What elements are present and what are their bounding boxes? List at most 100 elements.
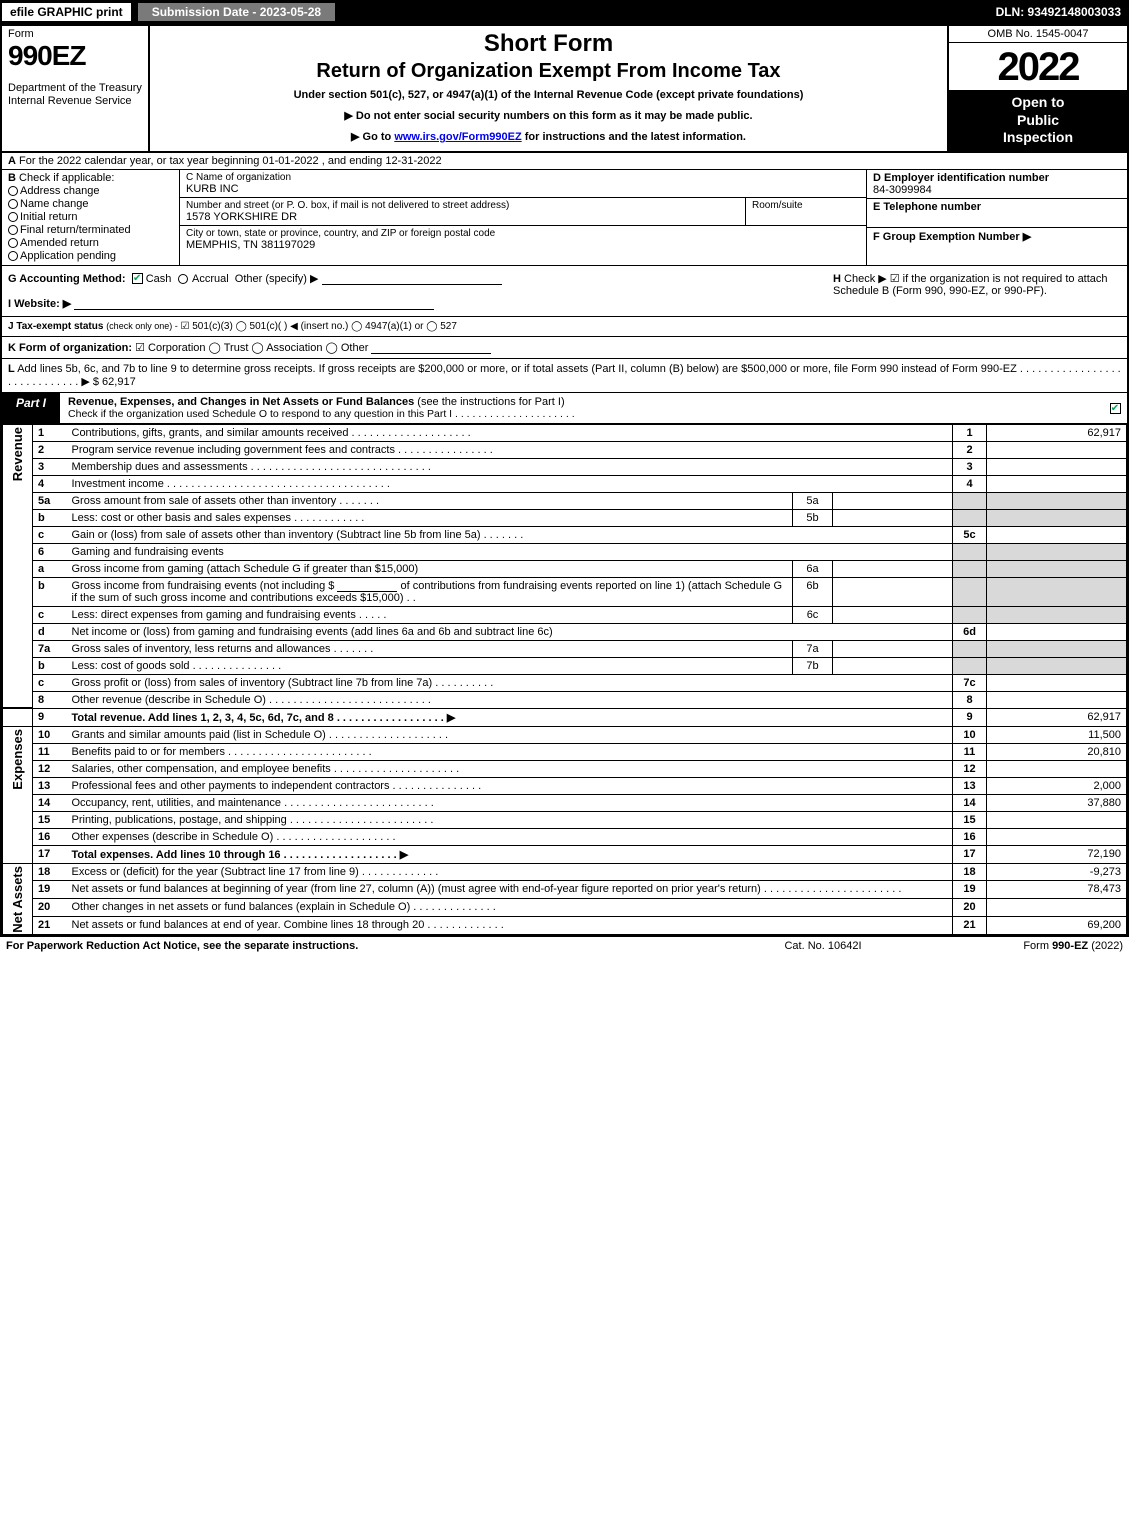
l1-amt: 62,917 [987,424,1127,441]
group-exempt-label: F Group Exemption Number ▶ [873,231,1031,243]
label-i: I Website: ▶ [8,298,71,310]
website-input[interactable] [74,299,434,310]
org-name: KURB INC [186,183,860,195]
chk-address-change[interactable]: Address change [8,185,173,197]
part-i-sub: Check if the organization used Schedule … [68,408,1095,420]
addr-val: 1578 YORKSHIRE DR [186,211,739,223]
footer-cat: Cat. No. 10642I [723,940,923,952]
org-name-label: C Name of organization [186,172,860,183]
chk-final-return[interactable]: Final return/terminated [8,224,173,236]
line-6a: aGross income from gaming (attach Schedu… [3,560,1127,577]
omb-number: OMB No. 1545-0047 [949,26,1127,43]
row-l: L Add lines 5b, 6c, and 7b to line 9 to … [2,359,1127,393]
part-i-title-text: Revenue, Expenses, and Changes in Net As… [68,396,414,408]
row-g: G Accounting Method: Cash Accrual Other … [2,266,827,316]
line-11: 11Benefits paid to or for members . . . … [3,743,1127,760]
line-5b: bLess: cost or other basis and sales exp… [3,509,1127,526]
col-b: B Check if applicable: Address change Na… [2,170,180,265]
return-title: Return of Organization Exempt From Incom… [160,60,937,83]
goto-suffix: for instructions and the latest informat… [522,131,746,143]
line-7b: bLess: cost of goods sold . . . . . . . … [3,657,1127,674]
part-i-check [1103,393,1127,423]
col-c: C Name of organization KURB INC Number a… [180,170,867,265]
l1-num: 1 [33,424,67,441]
top-bar: efile GRAPHIC print Submission Date - 20… [0,0,1129,24]
line-6c: cLess: direct expenses from gaming and f… [3,606,1127,623]
chk-accrual[interactable] [178,274,188,284]
row-j-sub: (check only one) - [106,321,178,331]
goto-line: ▶ Go to www.irs.gov/Form990EZ for instru… [160,130,937,143]
open-inspection: Open to Public Inspection [949,90,1127,151]
chk-name-change[interactable]: Name change [8,198,173,210]
line-19: 19Net assets or fund balances at beginni… [3,881,1127,899]
section-netassets: Net Assets [3,863,33,935]
header-left: Form 990EZ Department of the Treasury In… [2,26,150,151]
line-3: 3Membership dues and assessments . . . .… [3,458,1127,475]
goto-link[interactable]: www.irs.gov/Form990EZ [394,131,521,143]
ein-val: 84-3099984 [873,184,932,196]
part-i-checkbox[interactable] [1110,403,1121,414]
chk-amended-return[interactable]: Amended return [8,237,173,249]
dept-treasury: Department of the Treasury Internal Reve… [8,82,142,108]
row-h: H Check ▶ ☑ if the organization is not r… [827,266,1127,316]
section-expenses: Expenses [3,726,33,863]
opt-other: Other (specify) ▶ [235,273,319,285]
line-7a: 7aGross sales of inventory, less returns… [3,640,1127,657]
label-b: B [8,172,16,184]
row-a: A For the 2022 calendar year, or tax yea… [2,153,1127,170]
grid-bcdef: B Check if applicable: Address change Na… [2,170,1127,266]
label-a: A [8,155,16,167]
opt-accrual: Accrual [192,273,229,285]
phone-label: E Telephone number [873,201,981,213]
form-header: Form 990EZ Department of the Treasury In… [2,26,1127,153]
line-9: 9Total revenue. Add lines 1, 2, 3, 4, 5c… [3,708,1127,726]
other-org-input[interactable] [371,342,491,354]
group-exempt-row: F Group Exemption Number ▶ [867,228,1127,245]
ein-label: D Employer identification number [873,172,1049,184]
line-4: 4Investment income . . . . . . . . . . .… [3,475,1127,492]
efile-button[interactable]: efile GRAPHIC print [0,1,133,23]
goto-prefix: ▶ Go to [351,131,394,143]
line-12: 12Salaries, other compensation, and empl… [3,760,1127,777]
l6b-contrib-input[interactable] [337,580,397,592]
line-5c: cGain or (loss) from sale of assets othe… [3,526,1127,543]
line-10: Expenses 10Grants and similar amounts pa… [3,726,1127,743]
col-b-intro: Check if applicable: [19,172,114,184]
short-form-title: Short Form [160,30,937,58]
row-a-text: For the 2022 calendar year, or tax year … [19,155,442,167]
l1-desc: Contributions, gifts, grants, and simila… [67,424,953,441]
city-label: City or town, state or province, country… [186,228,860,239]
chk-cash[interactable] [132,273,143,284]
line-21: 21Net assets or fund balances at end of … [3,917,1127,935]
line-18: Net Assets 18Excess or (deficit) for the… [3,863,1127,881]
footer-left: For Paperwork Reduction Act Notice, see … [6,940,723,952]
line-20: 20Other changes in net assets or fund ba… [3,899,1127,917]
row-k: K Form of organization: ☑ Corporation ◯ … [2,337,1127,359]
line-5a: 5aGross amount from sale of assets other… [3,492,1127,509]
col-def: D Employer identification number 84-3099… [867,170,1127,265]
other-specify-input[interactable] [322,273,502,285]
lines-table: Revenue 1 Contributions, gifts, grants, … [2,424,1127,936]
line-8: 8Other revenue (describe in Schedule O) … [3,691,1127,708]
chk-application-pending[interactable]: Application pending [8,250,173,262]
part-i-header: Part I Revenue, Expenses, and Changes in… [2,393,1127,424]
part-i-tab: Part I [2,393,60,423]
line-16: 16Other expenses (describe in Schedule O… [3,828,1127,845]
line-2: 2Program service revenue including gover… [3,441,1127,458]
city-val: MEMPHIS, TN 381197029 [186,239,860,251]
row-gh: G Accounting Method: Cash Accrual Other … [2,266,1127,317]
part-i-title: Revenue, Expenses, and Changes in Net As… [60,393,1103,423]
no-ssn-warning: ▶ Do not enter social security numbers o… [160,109,937,122]
chk-initial-return[interactable]: Initial return [8,211,173,223]
row-h-text: Check ▶ ☑ if the organization is not req… [833,273,1108,297]
ein-row: D Employer identification number 84-3099… [867,170,1127,199]
inspect-l1: Open to [1012,94,1065,110]
header-mid: Short Form Return of Organization Exempt… [150,26,947,151]
line-6d: dNet income or (loss) from gaming and fu… [3,623,1127,640]
addr-row: Number and street (or P. O. box, if mail… [180,198,866,226]
org-name-row: C Name of organization KURB INC [180,170,866,198]
line-6: 6Gaming and fundraising events [3,543,1127,560]
line-13: 13Professional fees and other payments t… [3,777,1127,794]
line-14: 14Occupancy, rent, utilities, and mainte… [3,794,1127,811]
line-6b: b Gross income from fundraising events (… [3,577,1127,606]
